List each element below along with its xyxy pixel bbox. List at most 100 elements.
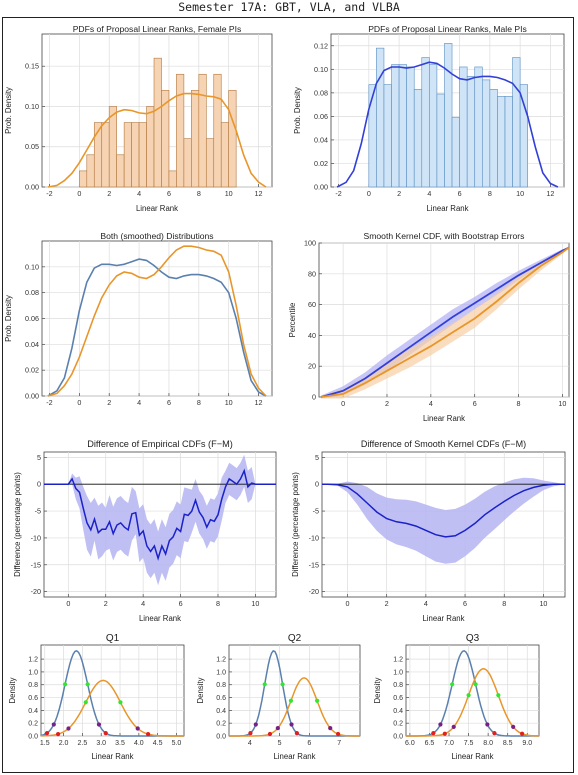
x-tick-label: 8 — [488, 189, 492, 198]
sigma-marker — [450, 682, 455, 687]
sigma-marker — [438, 722, 443, 727]
y-tick-label: 1.0 — [28, 669, 38, 676]
y-tick-label: 0.2 — [216, 721, 226, 728]
y-tick-label: 60 — [308, 300, 316, 309]
sigma-marker — [492, 730, 497, 736]
y-axis-label: Prob. Density — [293, 87, 302, 134]
histogram-bar — [466, 76, 476, 188]
x-tick-label: 10 — [558, 399, 566, 408]
y-tick-label: -5 — [35, 507, 41, 516]
x-tick-label: 6 — [167, 189, 171, 198]
x-tick-label: 4.0 — [134, 740, 144, 747]
x-tick-label: 8.0 — [483, 740, 493, 747]
y-tick-label: 1.2 — [28, 657, 38, 664]
y-axis-label: Density — [196, 677, 205, 703]
x-tick-label: 8 — [502, 599, 506, 608]
sigma-marker — [145, 732, 151, 737]
x-tick-label: 10 — [516, 189, 524, 198]
figure-frame — [2, 17, 574, 773]
y-tick-label: 0.6 — [216, 695, 226, 702]
x-tick-label: -2 — [46, 189, 52, 198]
histogram-bar — [79, 170, 88, 188]
chart-p5: 0 2 4 6 8 10 -20 -15 -10 -5 0 5 Difference of Empiri… — [13, 439, 277, 623]
x-tick-label: 6 — [463, 599, 467, 608]
y-tick-label: 0.6 — [28, 695, 38, 702]
histogram-bar — [459, 66, 468, 188]
sigma-marker — [496, 693, 501, 698]
y-tick-label: 20 — [308, 362, 316, 371]
histogram-bar — [228, 90, 237, 188]
y-tick-label: 0.06 — [314, 112, 328, 121]
histogram-bar — [512, 57, 521, 188]
histogram-bar — [138, 122, 147, 188]
x-axis-label: Linear Rank — [426, 204, 468, 213]
y-tick-label: 0.4 — [393, 708, 403, 715]
x-axis-label: Linear Rank — [91, 752, 133, 761]
female-kde-line — [47, 245, 267, 397]
histogram-bar — [176, 73, 185, 188]
sigma-marker — [328, 726, 333, 731]
y-tick-label: 0.10 — [25, 102, 39, 111]
histogram-bar — [205, 138, 215, 188]
sigma-marker — [118, 700, 123, 705]
x-tick-label: 7 — [337, 740, 341, 747]
x-tick-label: 4 — [248, 740, 252, 747]
y-tick-label: 80 — [308, 269, 316, 278]
error-band — [44, 454, 276, 586]
histogram-bar — [220, 122, 229, 188]
y-tick-label: 0 — [37, 480, 41, 489]
histogram-bar — [481, 79, 491, 188]
chart-q1: 1.5 2.0 2.5 3.0 3.5 4.0 4.5 5.0 0.0 0.2 0.4 0.6 0.8 1… — [8, 633, 185, 761]
chart-q3: 6.0 6.5 7.0 7.5 8.0 8.5 9.0 0.0 0.2 0.4 0.6 0.8 1.0 1… — [373, 633, 540, 761]
histogram-bar — [444, 43, 453, 188]
x-tick-label: 8 — [197, 398, 201, 407]
x-tick-label: 5.0 — [172, 740, 182, 747]
sigma-marker — [44, 730, 50, 736]
x-tick-label: 4 — [141, 599, 145, 608]
histogram-bar — [429, 64, 438, 188]
y-tick-label: 0.02 — [314, 159, 328, 168]
female-density-line — [41, 679, 184, 737]
x-tick-label: 0 — [367, 189, 371, 198]
plot-frame — [40, 644, 185, 737]
histogram-bar — [123, 122, 132, 188]
x-tick-label: -2 — [46, 398, 52, 407]
y-tick-label: 0.04 — [25, 340, 39, 349]
y-axis-label: Difference (percentage points) — [291, 472, 300, 577]
x-tick-label: 0 — [345, 599, 349, 608]
y-axis-label: Density — [373, 677, 382, 703]
x-tick-label: 8 — [216, 599, 220, 608]
page-title: Semester 17A: GBT, VLA, and VLBA — [178, 0, 400, 14]
x-axis-label: Linear Rank — [423, 414, 465, 423]
histogram-bar — [131, 122, 140, 188]
x-tick-label: 4 — [137, 398, 141, 407]
chart-title: Q1 — [106, 633, 120, 644]
y-tick-label: 5 — [37, 453, 41, 462]
x-tick-label: 6 — [307, 740, 311, 747]
histogram-bar — [146, 106, 155, 188]
female-cdf-line — [321, 246, 570, 398]
histogram-bar — [519, 84, 528, 188]
histogram-bar — [391, 64, 400, 188]
y-tick-label: 0.0 — [216, 734, 226, 741]
sigma-marker — [315, 698, 320, 703]
x-tick-label: 12 — [546, 189, 554, 198]
histogram-bar — [213, 73, 222, 188]
sigma-marker — [51, 722, 56, 727]
y-tick-label: 0.08 — [25, 288, 39, 297]
x-tick-label: 2 — [397, 189, 401, 198]
sigma-marker — [135, 726, 140, 731]
histogram-bar — [451, 117, 460, 188]
chart-title: Smooth Kernel CDF, with Bootstrap Errors — [364, 231, 525, 241]
plot-frame — [321, 451, 566, 598]
chart-title: PDFs of Proposal Linear Ranks, Female PI… — [73, 24, 242, 34]
y-axis-label: Prob. Density — [4, 87, 13, 134]
histogram-bar — [489, 89, 498, 188]
male-kde-line — [47, 258, 267, 397]
kde-line — [336, 61, 559, 188]
x-tick-label: 10 — [539, 599, 547, 608]
y-tick-label: 1.0 — [393, 669, 403, 676]
x-tick-label: 3.0 — [96, 740, 106, 747]
histogram-bar — [108, 106, 117, 188]
sigma-marker — [289, 722, 294, 727]
